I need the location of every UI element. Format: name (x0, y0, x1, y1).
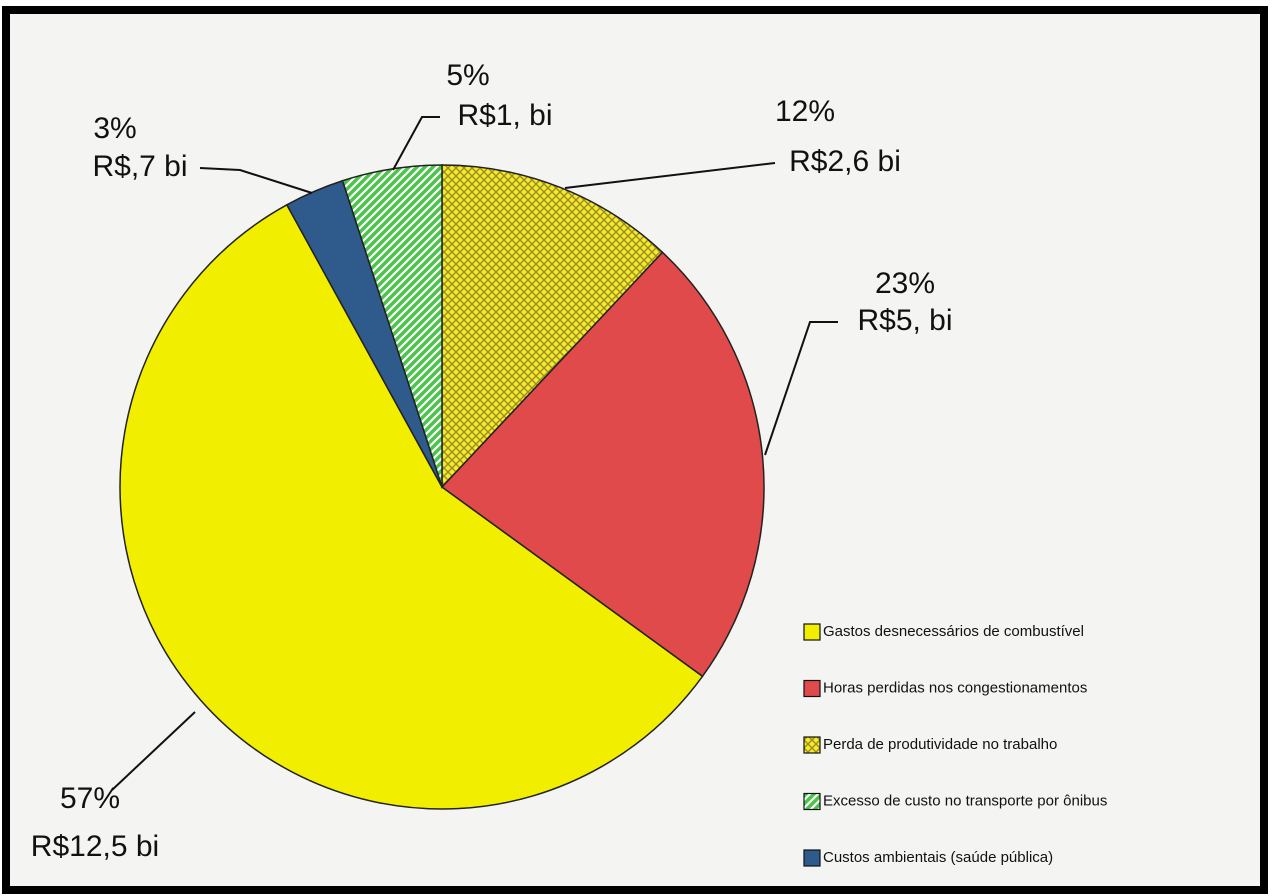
value-label: 23% (875, 267, 935, 300)
amount-label: R$2,6 bi (789, 145, 901, 178)
amount-label: R$12,5 bi (31, 830, 159, 863)
legend-label: Excesso de custo no transporte por ônibu… (823, 792, 1107, 809)
legend-label: Custos ambientais (saúde pública) (823, 849, 1053, 866)
legend-label: Horas perdidas nos congestionamentos (823, 679, 1087, 696)
legend-label: Gastos desnecessários de combustível (823, 623, 1084, 640)
pie-slice (441, 164, 664, 489)
legend-swatch (803, 792, 821, 811)
pie-slice (285, 179, 443, 488)
amount-label: R$1, bi (457, 99, 552, 132)
leader-line (111, 711, 196, 791)
legend-swatch (803, 623, 821, 641)
leader-line (199, 167, 313, 194)
value-label: 3% (93, 112, 136, 145)
legend-swatch (803, 679, 821, 698)
legend-swatch (803, 736, 821, 754)
value-label: 5% (446, 59, 489, 92)
value-label: 12% (775, 95, 835, 128)
legend-swatch (803, 849, 821, 867)
legend-label: Perda de produtividade no trabalho (823, 736, 1057, 753)
leader-line (392, 116, 440, 171)
leader-line (564, 162, 776, 189)
amount-label: R$5, bi (857, 304, 952, 337)
amount-label: R$,7 bi (92, 150, 187, 183)
value-label: 57% (60, 782, 120, 815)
pie-slice (440, 251, 765, 678)
leader-line (764, 321, 838, 456)
pie-slice (119, 203, 704, 810)
